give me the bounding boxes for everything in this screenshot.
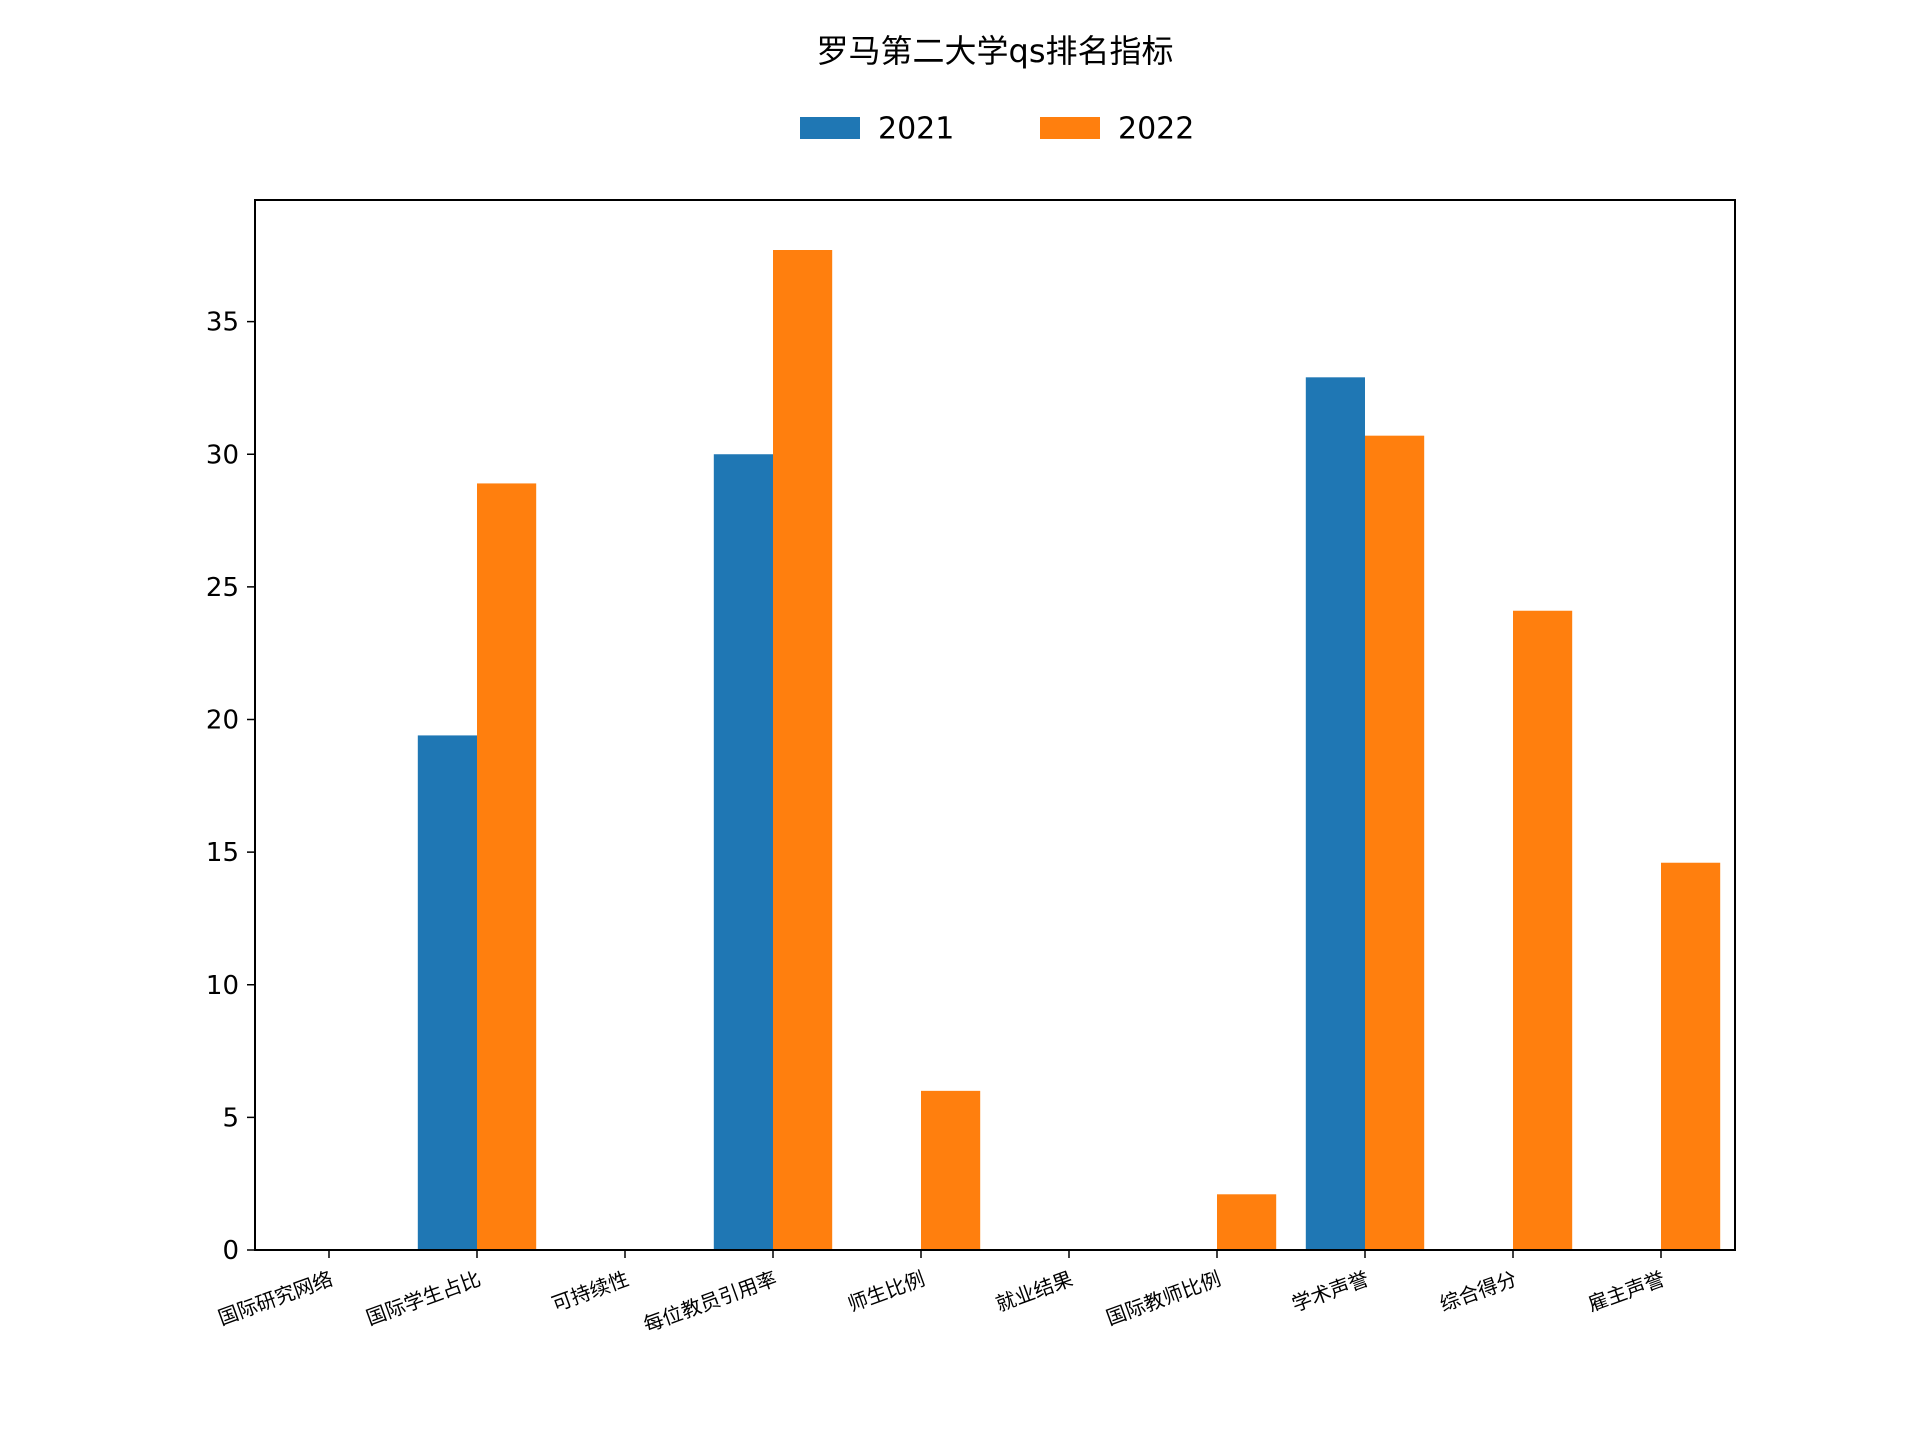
y-tick-label: 30 <box>206 440 239 470</box>
bar <box>714 454 773 1250</box>
y-tick-label: 35 <box>206 308 239 338</box>
bar <box>773 250 832 1250</box>
bar <box>1365 436 1424 1250</box>
chart-container: 罗马第二大学qs排名指标2021202205101520253035国际研究网络… <box>0 0 1920 1440</box>
bar <box>1513 611 1572 1250</box>
y-tick-label: 5 <box>222 1103 239 1133</box>
legend-swatch <box>800 117 860 139</box>
y-tick-label: 20 <box>206 706 239 736</box>
bar <box>1661 863 1720 1250</box>
bar <box>477 483 536 1250</box>
chart-title: 罗马第二大学qs排名指标 <box>817 32 1174 70</box>
bar <box>921 1091 980 1250</box>
y-tick-label: 25 <box>206 573 239 603</box>
legend-label: 2021 <box>878 112 954 147</box>
y-tick-label: 10 <box>206 971 239 1001</box>
y-tick-label: 0 <box>222 1236 239 1266</box>
y-tick-label: 15 <box>206 838 239 868</box>
bar <box>1306 377 1365 1250</box>
legend-label: 2022 <box>1118 112 1194 147</box>
legend-swatch <box>1040 117 1100 139</box>
bar <box>418 735 477 1250</box>
bar <box>1217 1194 1276 1250</box>
